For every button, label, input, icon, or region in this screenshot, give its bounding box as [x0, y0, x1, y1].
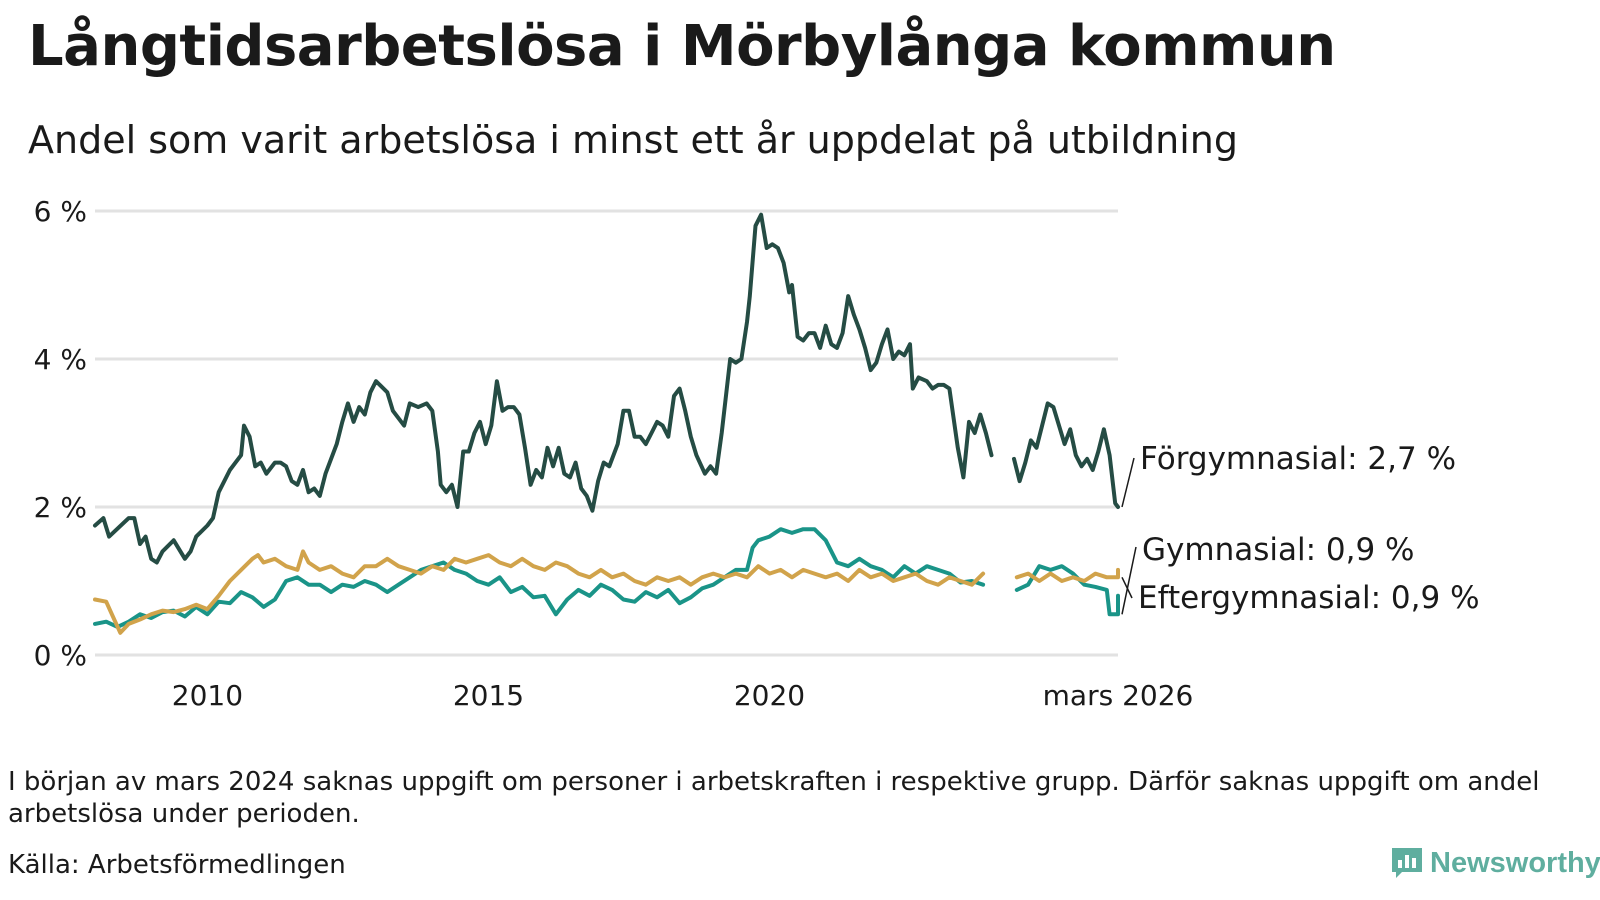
x-tick-label: 2015 [453, 679, 524, 712]
series-line-förgymnasial [93, 212, 994, 565]
y-tick-label: 0 % [34, 639, 87, 672]
series-line-eftergymnasial [93, 549, 986, 635]
x-tick-label: 2020 [734, 679, 805, 712]
label-connector [1121, 457, 1135, 508]
series-end-label-förgymnasial: Förgymnasial: 2,7 % [1140, 441, 1456, 477]
y-tick-label: 4 % [34, 343, 87, 376]
series-line-eftergymnasial [1014, 567, 1120, 583]
series-end-label-eftergymnasial: Eftergymnasial: 0,9 % [1138, 580, 1480, 616]
y-tick-label: 6 % [34, 195, 87, 228]
line-chart: 0 % 2 % 4 % 6 % 2010 2015 2020 mars 2026 Förgy… [34, 195, 1480, 712]
label-connector [1121, 576, 1133, 599]
brand-name: Newsworthy [1430, 846, 1600, 879]
series-line-gymnasial [1014, 564, 1120, 617]
series-end-label-gymnasial: Gymnasial: 0,9 % [1142, 532, 1415, 568]
chart-subtitle: Andel som varit arbetslösa i minst ett å… [28, 118, 1239, 162]
series-line-gymnasial [93, 527, 986, 629]
gridlines [95, 209, 1118, 657]
newsworthy-logo-icon [1392, 848, 1422, 878]
chart-title: Långtidsarbetslösa i Mörbylånga kommun [28, 14, 1336, 79]
series-lines [93, 212, 1120, 635]
label-connector [1121, 546, 1137, 615]
series-line-förgymnasial [1012, 401, 1120, 509]
x-tick-label: mars 2026 [1043, 679, 1194, 712]
series-labels: Förgymnasial: 2,7 % Gymnasial: 0,9 % Efter… [1121, 441, 1480, 616]
brand-logo: Newsworthy [1390, 846, 1600, 880]
footnote: I början av mars 2024 saknas uppgift om … [8, 767, 1540, 829]
source-text: Källa: Arbetsförmedlingen [8, 850, 346, 880]
x-tick-label: 2010 [172, 679, 243, 712]
y-tick-label: 2 % [34, 491, 87, 524]
x-axis: 2010 2015 2020 mars 2026 [172, 679, 1194, 712]
y-axis: 0 % 2 % 4 % 6 % [34, 195, 87, 672]
